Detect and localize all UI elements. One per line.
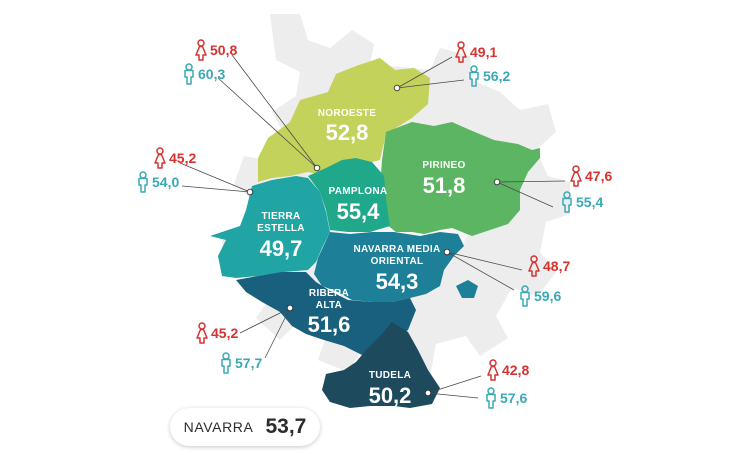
noroeste-value: 52,8 bbox=[326, 120, 369, 145]
pamplona-male-icon bbox=[184, 63, 194, 85]
tudela-name: TUDELA bbox=[369, 370, 411, 381]
navarra-total-name: NAVARRA bbox=[183, 419, 254, 435]
tudela-female-icon bbox=[487, 359, 499, 381]
navarra-media-oriental-male-value: 59,6 bbox=[534, 288, 561, 304]
tierra-estella-female-icon bbox=[154, 147, 166, 169]
region-pirineo bbox=[380, 122, 540, 236]
navarra-total-value: 53,7 bbox=[265, 415, 307, 438]
region-navarra-media-oriental-enclave bbox=[456, 280, 478, 298]
ribera-alta-name-line1: RIBERA bbox=[309, 288, 349, 299]
tierra-estella-name-line1: TIERRA bbox=[261, 211, 300, 222]
tierra-estella-female-value: 45,2 bbox=[169, 150, 196, 166]
ribera-alta-value: 51,6 bbox=[308, 312, 351, 337]
tudela-female-value: 42,8 bbox=[502, 362, 529, 378]
ribera-alta-male-icon bbox=[221, 352, 231, 374]
tierra-estella-male-value: 54,0 bbox=[152, 174, 179, 190]
pirineo-male-value: 55,4 bbox=[576, 194, 603, 210]
ribera-alta-male-value: 57,7 bbox=[235, 355, 262, 371]
tierra-estella-value: 49,7 bbox=[260, 236, 303, 261]
navarra-total-badge: NAVARRA 53,7 bbox=[170, 408, 320, 446]
pamplona-value: 55,4 bbox=[337, 199, 381, 224]
region-tudela bbox=[322, 322, 440, 408]
pirineo-female-icon bbox=[570, 165, 582, 187]
navarra-media-oriental-value: 54,3 bbox=[376, 269, 419, 294]
navarra-media-oriental-name-line2: ORIENTAL bbox=[371, 256, 424, 267]
tierra-estella-name-line2: ESTELLA bbox=[257, 223, 305, 234]
leader-lines bbox=[179, 54, 566, 399]
tudela-male-icon bbox=[486, 387, 496, 409]
region-ribera-alta bbox=[236, 272, 416, 356]
region-pamplona bbox=[308, 158, 390, 232]
region-navarra-media-oriental bbox=[314, 232, 464, 302]
region-noroeste bbox=[258, 58, 430, 182]
pirineo-female-value: 47,6 bbox=[585, 168, 612, 184]
pamplona-male-value: 60,3 bbox=[198, 66, 225, 82]
tudela-value: 50,2 bbox=[369, 383, 412, 408]
tierra-estella-male-icon bbox=[138, 171, 148, 193]
ribera-alta-female-icon bbox=[196, 322, 208, 344]
navarra-media-oriental-name-line1: NAVARRA MEDIA bbox=[353, 244, 440, 255]
pamplona-female-value: 50,8 bbox=[210, 42, 237, 58]
pamplona-female-icon bbox=[195, 39, 207, 61]
pirineo-value: 51,8 bbox=[423, 173, 466, 198]
noroeste-female-value: 49,1 bbox=[470, 44, 497, 60]
region-tierra-estella bbox=[210, 176, 330, 278]
navarra-media-oriental-female-value: 48,7 bbox=[543, 258, 570, 274]
tudela-male-value: 57,6 bbox=[500, 390, 527, 406]
pirineo-name: PIRINEO bbox=[422, 160, 465, 171]
noroeste-male-value: 56,2 bbox=[483, 68, 510, 84]
noroeste-name: NOROESTE bbox=[318, 108, 377, 119]
pamplona-name: PAMPLONA bbox=[329, 186, 388, 197]
ribera-alta-name-line2: ALTA bbox=[316, 300, 342, 311]
ribera-alta-female-value: 45,2 bbox=[211, 325, 238, 341]
